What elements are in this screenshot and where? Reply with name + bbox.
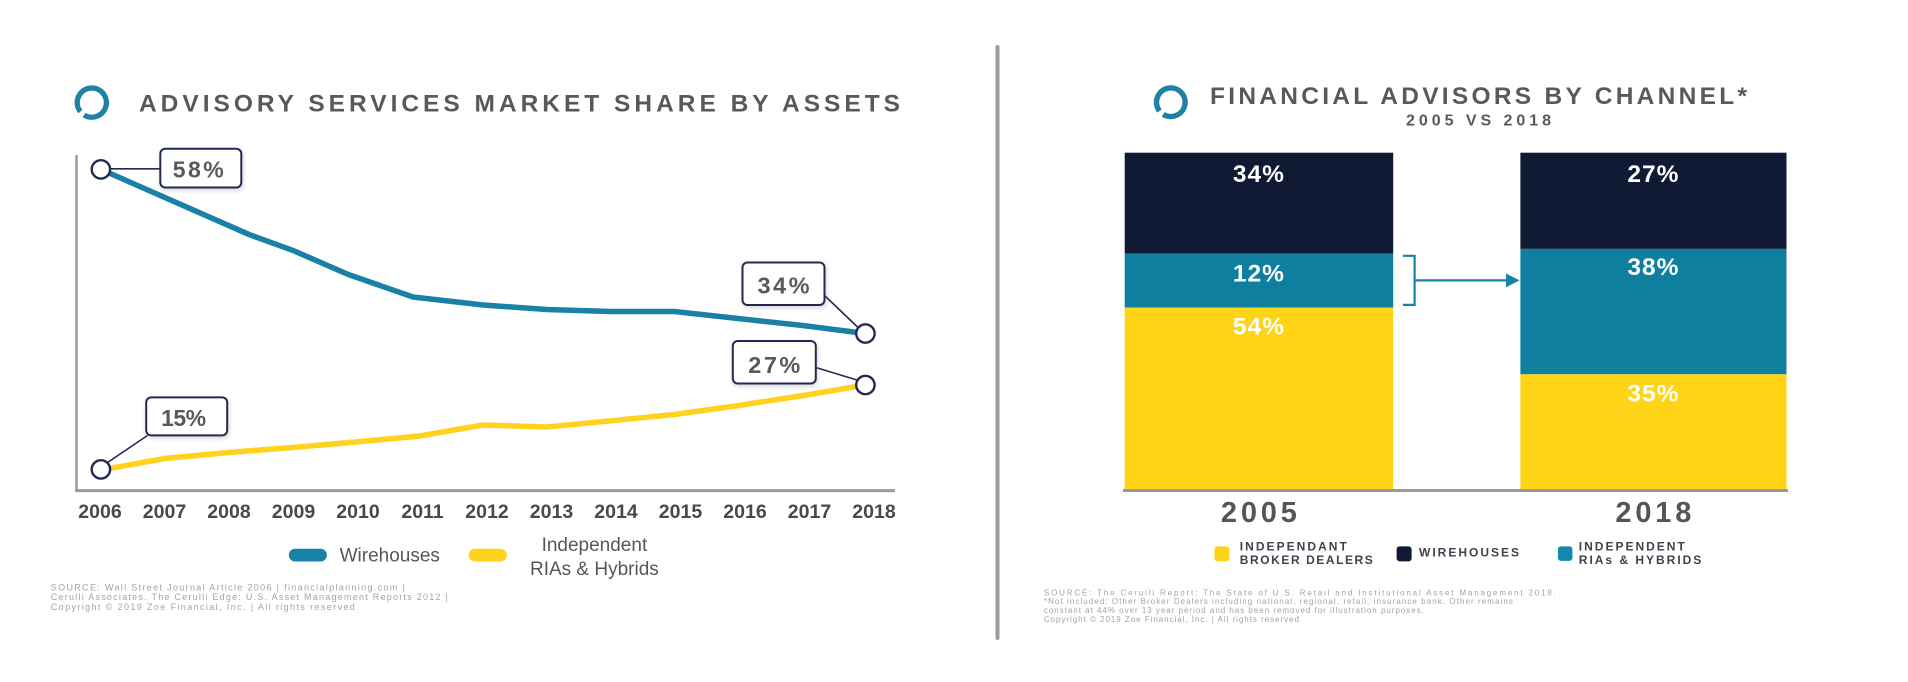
svg-text:2008: 2008 [207,501,251,523]
svg-text:*Not included: Other Broker De: *Not included: Other Broker Dealers incl… [1044,597,1513,606]
svg-text:2005: 2005 [1221,497,1297,529]
svg-text:2016: 2016 [723,501,767,523]
svg-text:BROKER DEALERS: BROKER DEALERS [1240,553,1373,567]
svg-text:SOURCE: The Cerulli Report: Th: SOURCE: The Cerulli Report: The State of… [1044,588,1556,597]
svg-text:2015: 2015 [659,501,703,523]
svg-text:12%: 12% [1233,261,1285,288]
svg-text:2014: 2014 [594,501,638,523]
svg-text:2011: 2011 [401,501,443,523]
svg-text:INDEPENDANT: INDEPENDANT [1240,540,1348,554]
svg-text:58%: 58% [173,156,224,182]
svg-text:RIAs & HYBRIDS: RIAs & HYBRIDS [1579,553,1702,567]
svg-text:2007: 2007 [143,501,186,523]
svg-text:Wirehouses: Wirehouses [340,546,440,567]
svg-text:constant at 44% over 13 year p: constant at 44% over 13 year period and … [1044,606,1424,615]
svg-text:2006: 2006 [78,501,122,523]
svg-text:15%: 15% [161,405,206,431]
svg-text:Cerulli Associates. The Cerull: Cerulli Associates. The Cerulli Edge: U.… [51,592,448,602]
svg-text:2013: 2013 [530,501,574,523]
svg-text:54%: 54% [1233,314,1285,341]
svg-text:2005 VS 2018: 2005 VS 2018 [1406,113,1551,130]
svg-text:WIREHOUSES: WIREHOUSES [1419,546,1519,560]
svg-text:Independent: Independent [542,535,648,556]
svg-text:2017: 2017 [788,501,831,523]
svg-text:27%: 27% [1627,161,1679,188]
svg-text:2018: 2018 [1615,497,1691,529]
svg-text:ADVISORY SERVICES MARKET SHARE: ADVISORY SERVICES MARKET SHARE BY ASSETS [139,91,900,118]
svg-text:2010: 2010 [336,501,380,523]
svg-text:2012: 2012 [465,501,509,523]
svg-text:SOURCE: Wall Street Journal Ar: SOURCE: Wall Street Journal Article 2006… [51,583,405,593]
svg-text:INDEPENDENT: INDEPENDENT [1579,540,1686,554]
svg-text:35%: 35% [1627,380,1679,407]
svg-text:34%: 34% [758,273,810,299]
svg-text:2018: 2018 [852,501,896,523]
svg-text:34%: 34% [1233,161,1285,188]
svg-text:2009: 2009 [272,501,316,523]
svg-text:FINANCIAL ADVISORS BY CHANNEL*: FINANCIAL ADVISORS BY CHANNEL* [1210,83,1747,110]
svg-text:Copyright © 2019 Zoe Financial: Copyright © 2019 Zoe Financial, Inc. | A… [1044,615,1299,624]
svg-text:27%: 27% [748,352,800,378]
svg-text:38%: 38% [1627,254,1679,281]
svg-text:RIAs & Hybrids: RIAs & Hybrids [530,559,659,580]
svg-text:Copyright © 2019 Zoe Financial: Copyright © 2019 Zoe Financial, Inc. | A… [51,602,355,612]
